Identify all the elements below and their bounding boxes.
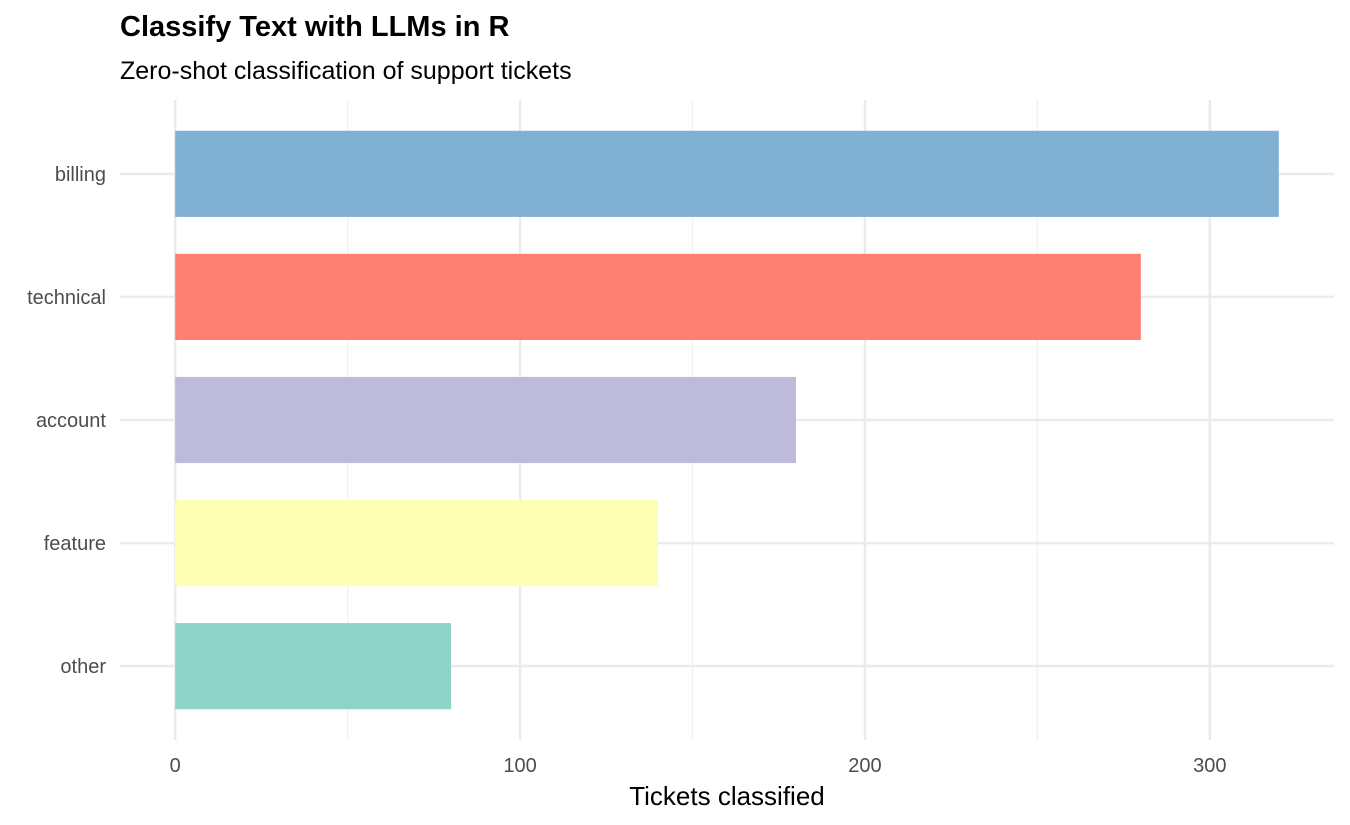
chart-title: Classify Text with LLMs in R — [120, 11, 510, 43]
y-tick-label: billing — [55, 164, 106, 186]
bar-account — [175, 376, 796, 464]
x-tick-label: 100 — [503, 755, 536, 777]
bar-technical — [175, 253, 1141, 340]
bar-other — [175, 623, 452, 710]
chart-subtitle: Zero-shot classification of support tick… — [120, 57, 572, 85]
x-tick-label: 0 — [170, 755, 181, 777]
y-tick-label: other — [60, 656, 106, 678]
bar-feature — [175, 500, 659, 587]
x-tick-label: 200 — [848, 755, 881, 777]
x-axis-title: Tickets classified — [629, 781, 825, 811]
y-tick-label: technical — [27, 287, 106, 309]
x-tick-label: 300 — [1193, 755, 1226, 777]
y-tick-label: feature — [44, 533, 106, 555]
bar-billing — [175, 130, 1279, 217]
y-tick-label: account — [36, 410, 106, 432]
